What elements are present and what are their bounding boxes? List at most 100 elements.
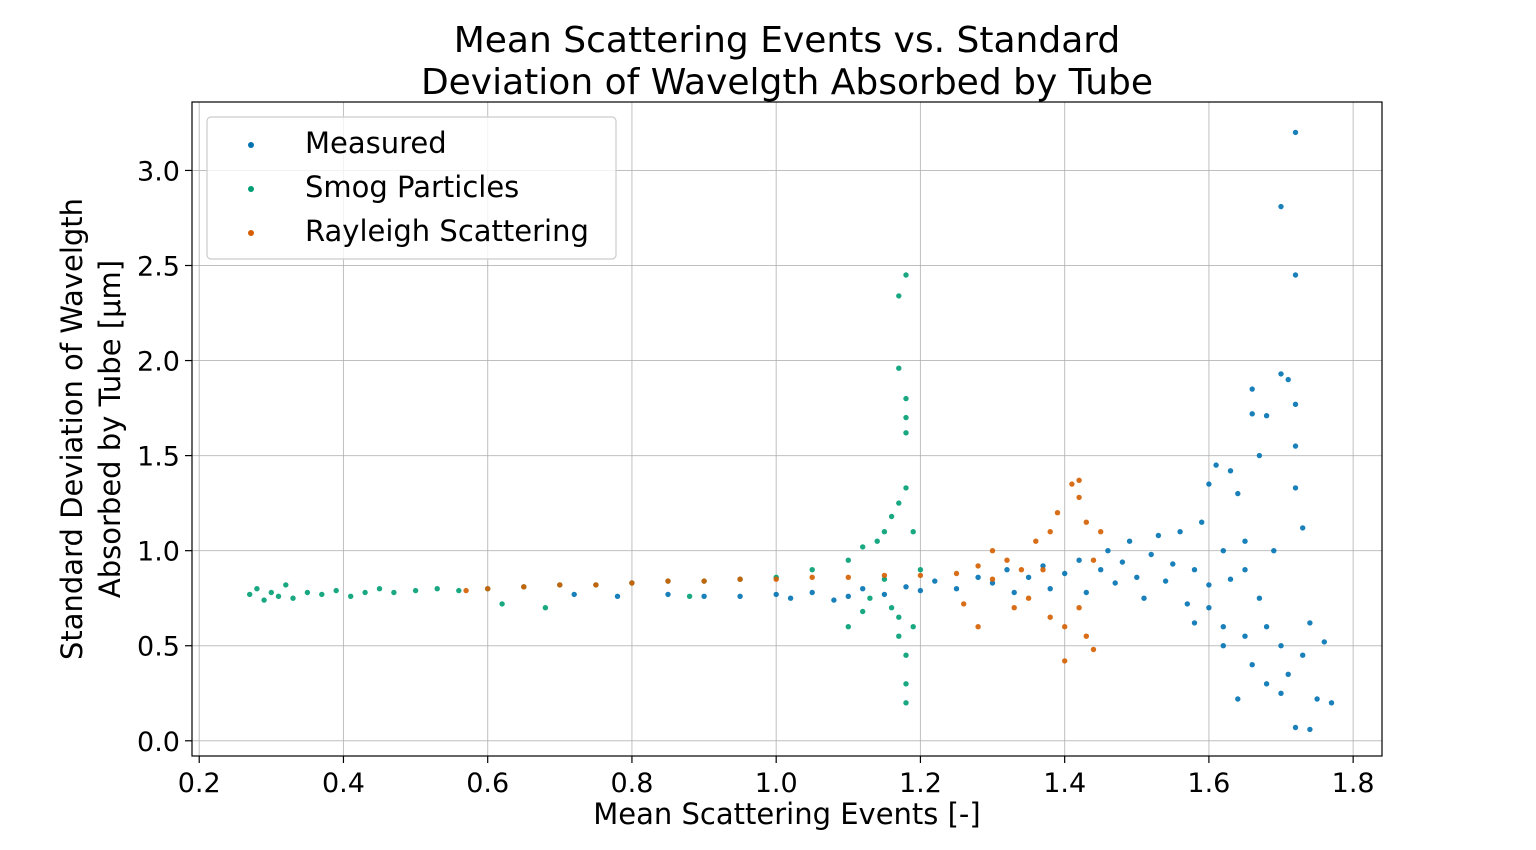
data-point bbox=[881, 591, 888, 598]
data-point bbox=[1011, 589, 1017, 596]
data-point bbox=[456, 587, 462, 594]
data-point bbox=[701, 593, 707, 599]
data-point bbox=[1098, 529, 1104, 535]
x-tick-label: 1.2 bbox=[899, 768, 942, 799]
data-point bbox=[1047, 529, 1053, 535]
data-point bbox=[896, 614, 902, 620]
data-point bbox=[896, 633, 902, 639]
data-point bbox=[867, 595, 873, 601]
data-point bbox=[1155, 532, 1162, 539]
data-point bbox=[1083, 589, 1090, 596]
data-point bbox=[1076, 477, 1082, 483]
data-point bbox=[499, 601, 505, 607]
data-point bbox=[1119, 559, 1126, 565]
data-point bbox=[1292, 485, 1299, 491]
data-point bbox=[629, 580, 635, 586]
legend-box bbox=[206, 116, 617, 260]
data-point bbox=[521, 584, 527, 590]
data-point bbox=[860, 544, 866, 550]
data-point bbox=[290, 595, 296, 601]
data-point bbox=[1220, 643, 1227, 649]
data-point bbox=[1206, 605, 1212, 611]
x-tick-label: 0.2 bbox=[178, 768, 221, 799]
data-point bbox=[989, 576, 996, 582]
x-axis-label: Mean Scattering Events [-] bbox=[593, 797, 980, 831]
data-point bbox=[1076, 605, 1082, 611]
data-point bbox=[896, 293, 902, 299]
data-point bbox=[845, 593, 851, 599]
data-point bbox=[1285, 376, 1291, 383]
chart-title-line: Deviation of Wavelgth Absorbed by Tube bbox=[421, 62, 1153, 103]
legend-entry: Measured bbox=[305, 126, 447, 160]
data-point bbox=[1191, 620, 1198, 626]
data-point bbox=[1213, 462, 1219, 468]
data-point bbox=[896, 365, 902, 371]
data-point bbox=[1227, 576, 1234, 582]
data-point bbox=[1170, 561, 1176, 567]
data-point bbox=[1033, 538, 1039, 544]
data-point bbox=[1292, 724, 1299, 731]
data-point bbox=[787, 595, 794, 601]
data-point bbox=[1278, 203, 1284, 210]
data-point bbox=[953, 570, 960, 577]
data-point bbox=[1206, 582, 1212, 588]
y-axis-label-line: Absorbed by Tube [μm] bbox=[93, 260, 127, 598]
data-point bbox=[1242, 538, 1248, 544]
data-point bbox=[1018, 567, 1025, 573]
data-point bbox=[1112, 580, 1118, 586]
data-point bbox=[1191, 567, 1198, 573]
data-point bbox=[593, 582, 599, 588]
data-point bbox=[831, 597, 837, 603]
data-point bbox=[903, 652, 909, 658]
data-point bbox=[773, 591, 779, 598]
data-point bbox=[557, 582, 563, 588]
data-point bbox=[665, 578, 671, 584]
data-point bbox=[333, 587, 339, 594]
data-point bbox=[1278, 643, 1284, 649]
data-point bbox=[1278, 690, 1284, 696]
data-point bbox=[1098, 567, 1104, 573]
data-point bbox=[1263, 681, 1270, 687]
data-point bbox=[1307, 620, 1313, 626]
data-point bbox=[1307, 726, 1313, 733]
data-point bbox=[1040, 563, 1046, 569]
data-point bbox=[903, 485, 909, 491]
data-point bbox=[910, 624, 916, 630]
x-tick-label: 1.0 bbox=[755, 768, 798, 799]
data-point bbox=[1141, 595, 1147, 601]
data-point bbox=[860, 608, 866, 615]
data-point bbox=[1300, 652, 1306, 658]
data-point bbox=[896, 500, 902, 506]
data-point bbox=[1025, 574, 1032, 580]
y-axis-ticks: 0.0 0.5 1.0 1.5 2.0 2.5 3.0 bbox=[137, 156, 192, 758]
data-point bbox=[888, 513, 895, 520]
data-point bbox=[571, 591, 577, 598]
data-point bbox=[1069, 481, 1075, 487]
data-point bbox=[1249, 662, 1255, 668]
data-point bbox=[903, 272, 909, 278]
x-tick-label: 0.8 bbox=[610, 768, 653, 799]
data-point bbox=[412, 587, 419, 594]
data-point bbox=[1090, 557, 1097, 563]
y-tick-label: 0.0 bbox=[137, 727, 180, 758]
data-point bbox=[961, 601, 967, 607]
data-point bbox=[1263, 624, 1270, 630]
data-point bbox=[881, 576, 888, 582]
data-point bbox=[989, 580, 996, 586]
x-tick-label: 0.4 bbox=[322, 768, 365, 799]
legend-marker bbox=[248, 230, 254, 236]
data-point bbox=[1256, 595, 1263, 601]
data-point bbox=[1062, 624, 1068, 630]
data-point bbox=[860, 586, 866, 592]
data-point bbox=[1148, 551, 1154, 558]
y-tick-label: 3.0 bbox=[137, 156, 180, 187]
data-point bbox=[283, 582, 289, 588]
data-point bbox=[845, 574, 851, 580]
data-point bbox=[1083, 633, 1090, 639]
legend: Measured Smog Particles Rayleigh Scatterin… bbox=[206, 116, 617, 260]
data-point bbox=[989, 548, 996, 554]
data-point bbox=[1292, 272, 1299, 278]
y-tick-label: 2.0 bbox=[137, 347, 180, 378]
data-point bbox=[1090, 646, 1097, 653]
data-point bbox=[485, 586, 491, 592]
